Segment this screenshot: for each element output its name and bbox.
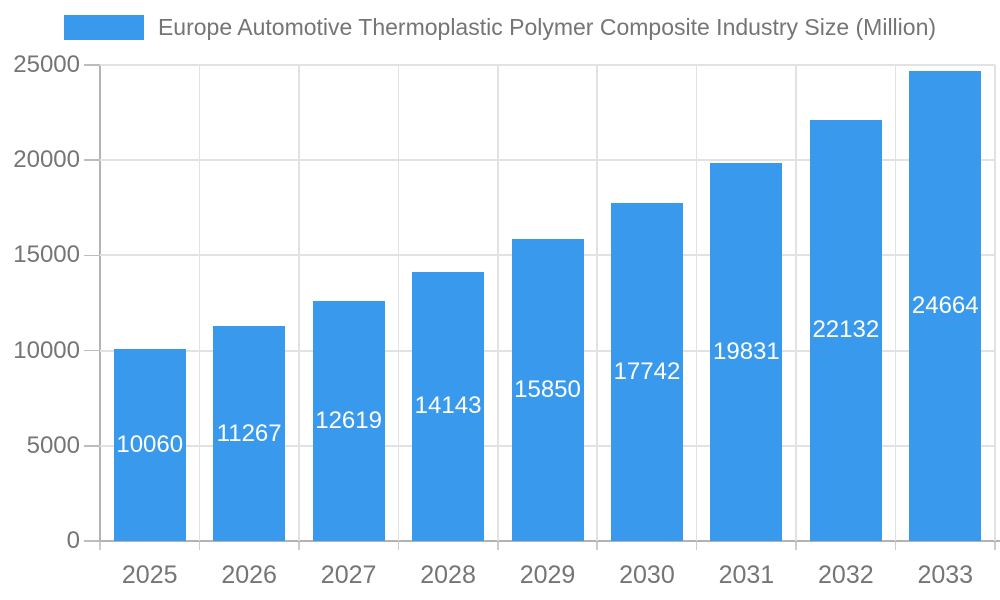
x-tick-label: 2031 bbox=[718, 561, 775, 589]
x-tick-label: 2030 bbox=[619, 561, 675, 589]
bar-2030[interactable]: 17742 bbox=[610, 203, 683, 541]
bar-2027[interactable]: 12619 bbox=[312, 300, 385, 541]
x-axis-tick bbox=[99, 542, 101, 550]
x-axis-tick bbox=[795, 542, 797, 550]
x-axis-line bbox=[84, 540, 1000, 542]
bar-2026[interactable]: 11267 bbox=[213, 326, 286, 541]
y-axis-tick bbox=[84, 445, 100, 447]
x-tick-label: 2028 bbox=[420, 561, 476, 589]
y-axis-tick bbox=[84, 64, 100, 66]
x-axis-tick bbox=[497, 542, 499, 550]
x-gridline bbox=[298, 65, 300, 541]
bar-2025[interactable]: 10060 bbox=[113, 349, 186, 541]
y-gridline bbox=[100, 64, 995, 66]
bar-value-label: 24664 bbox=[911, 292, 979, 320]
x-axis-tick bbox=[994, 542, 996, 550]
y-tick-label: 5000 bbox=[26, 431, 80, 459]
bar-2031[interactable]: 19831 bbox=[710, 163, 783, 541]
y-axis-tick bbox=[84, 540, 100, 542]
y-axis-line bbox=[99, 65, 101, 549]
bar-value-label: 11267 bbox=[216, 419, 282, 447]
x-gridline bbox=[397, 65, 400, 541]
x-tick-label: 2026 bbox=[221, 561, 277, 589]
x-gridline bbox=[795, 65, 797, 541]
x-tick-label: 2029 bbox=[519, 561, 576, 589]
x-axis-tick bbox=[596, 542, 598, 550]
y-gridline bbox=[100, 159, 995, 162]
bar-value-label: 17742 bbox=[613, 358, 681, 386]
y-tick-label: 15000 bbox=[13, 241, 80, 269]
x-tick-label: 2033 bbox=[917, 561, 974, 589]
x-tick-label: 2027 bbox=[320, 561, 377, 589]
legend-item[interactable]: Europe Automotive Thermoplastic Polymer … bbox=[63, 14, 937, 41]
bar-2028[interactable]: 14143 bbox=[412, 271, 485, 541]
x-axis-tick bbox=[894, 542, 897, 550]
x-axis-tick bbox=[298, 542, 300, 550]
y-tick-label: 10000 bbox=[13, 336, 80, 364]
y-tick-label: 0 bbox=[66, 527, 80, 554]
x-axis-tick bbox=[695, 542, 698, 550]
x-tick-label: 2025 bbox=[121, 561, 178, 589]
y-axis-tick bbox=[84, 159, 100, 161]
legend-label: Europe Automotive Thermoplastic Polymer … bbox=[157, 14, 937, 40]
bar-value-label: 15850 bbox=[514, 376, 581, 404]
legend: Europe Automotive Thermoplastic Polymer … bbox=[0, 14, 1000, 41]
x-gridline bbox=[198, 65, 201, 541]
bar-2029[interactable]: 15850 bbox=[511, 239, 584, 541]
bar-value-label: 12619 bbox=[315, 406, 382, 434]
bar-value-label: 14143 bbox=[414, 392, 482, 420]
x-gridline bbox=[596, 65, 598, 541]
bar-2033[interactable]: 24664 bbox=[909, 71, 982, 541]
y-tick-label: 20000 bbox=[13, 146, 80, 174]
x-gridline bbox=[497, 65, 499, 541]
y-tick-label: 25000 bbox=[13, 51, 80, 78]
x-gridline bbox=[894, 65, 897, 541]
x-gridline bbox=[994, 65, 996, 541]
x-axis-tick bbox=[198, 542, 201, 550]
x-gridline bbox=[695, 65, 698, 541]
bar-value-label: 19831 bbox=[713, 338, 780, 366]
bar-value-label: 10060 bbox=[116, 431, 184, 459]
plot-area: 10060 11267 12619 14143 15850 17742 19831 22132… bbox=[100, 64, 996, 541]
bar-value-label: 22132 bbox=[812, 316, 880, 344]
bar-2032[interactable]: 22132 bbox=[809, 119, 882, 541]
x-axis-tick bbox=[397, 542, 400, 550]
x-tick-label: 2032 bbox=[818, 561, 874, 589]
y-axis-tick bbox=[84, 254, 100, 257]
y-axis-tick bbox=[84, 349, 100, 352]
legend-swatch bbox=[63, 15, 144, 40]
